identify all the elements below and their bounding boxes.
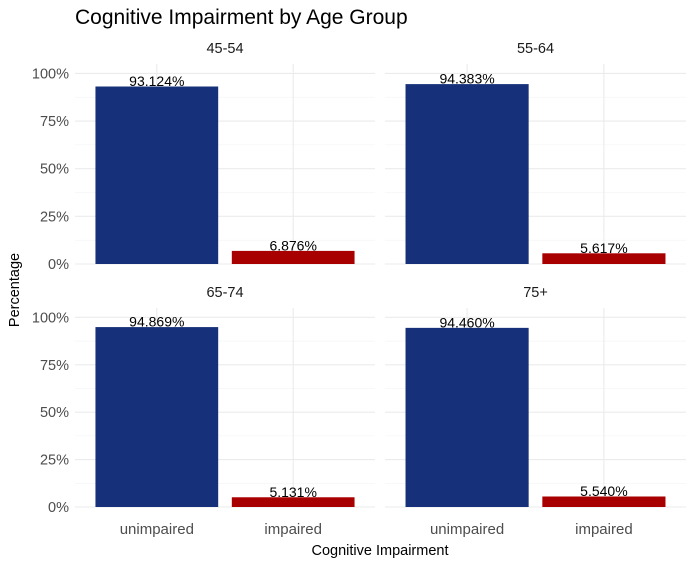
y-tick-label: 75% (40, 114, 69, 130)
bar-impaired (231, 250, 355, 264)
bar-unimpaired (95, 86, 219, 265)
bar-value-label: 5.540% (580, 483, 627, 499)
facet-strip-label: 55-64 (517, 41, 554, 57)
x-tick-label: impaired (575, 521, 633, 538)
facet-strip-label: 45-54 (206, 41, 243, 57)
y-tick-label: 50% (40, 162, 69, 178)
y-tick-label: 25% (40, 209, 69, 225)
bar-value-label: 94.460% (439, 314, 494, 330)
x-axis-title: Cognitive Impairment (312, 543, 449, 559)
x-tick-label: unimpaired (120, 521, 194, 538)
chart-panels: 45-54 93.124% 6.876% 0% 25% 50% 75% 100% 55-64 94… (32, 41, 686, 538)
x-tick-label: impaired (264, 521, 322, 538)
bar-value-label: 6.876% (269, 237, 316, 253)
y-tick-label: 100% (32, 310, 69, 326)
bar-value-label: 5.617% (580, 240, 627, 256)
facet-strip-label: 75+ (523, 285, 548, 301)
y-tick-label: 100% (32, 66, 69, 82)
y-tick-label: 0% (48, 257, 69, 273)
chart-title: Cognitive Impairment by Age Group (75, 6, 408, 29)
y-tick-label: 75% (40, 358, 69, 374)
x-tick-label: unimpaired (430, 521, 504, 538)
bar-value-label: 94.383% (439, 71, 494, 87)
bar-impaired (542, 496, 666, 507)
bar-unimpaired (405, 84, 529, 264)
y-axis-title: Percentage (7, 253, 23, 327)
bar-unimpaired (405, 327, 529, 507)
y-tick-label: 0% (48, 500, 69, 516)
y-tick-label: 25% (40, 453, 69, 469)
bar-value-label: 5.131% (269, 484, 316, 500)
bar-impaired (542, 253, 666, 264)
bar-value-label: 93.124% (129, 73, 184, 89)
bar-impaired (231, 497, 355, 507)
bar-unimpaired (95, 327, 219, 507)
y-tick-label: 50% (40, 405, 69, 421)
bar-value-label: 94.869% (129, 314, 184, 330)
facet-strip-label: 65-74 (206, 285, 243, 301)
